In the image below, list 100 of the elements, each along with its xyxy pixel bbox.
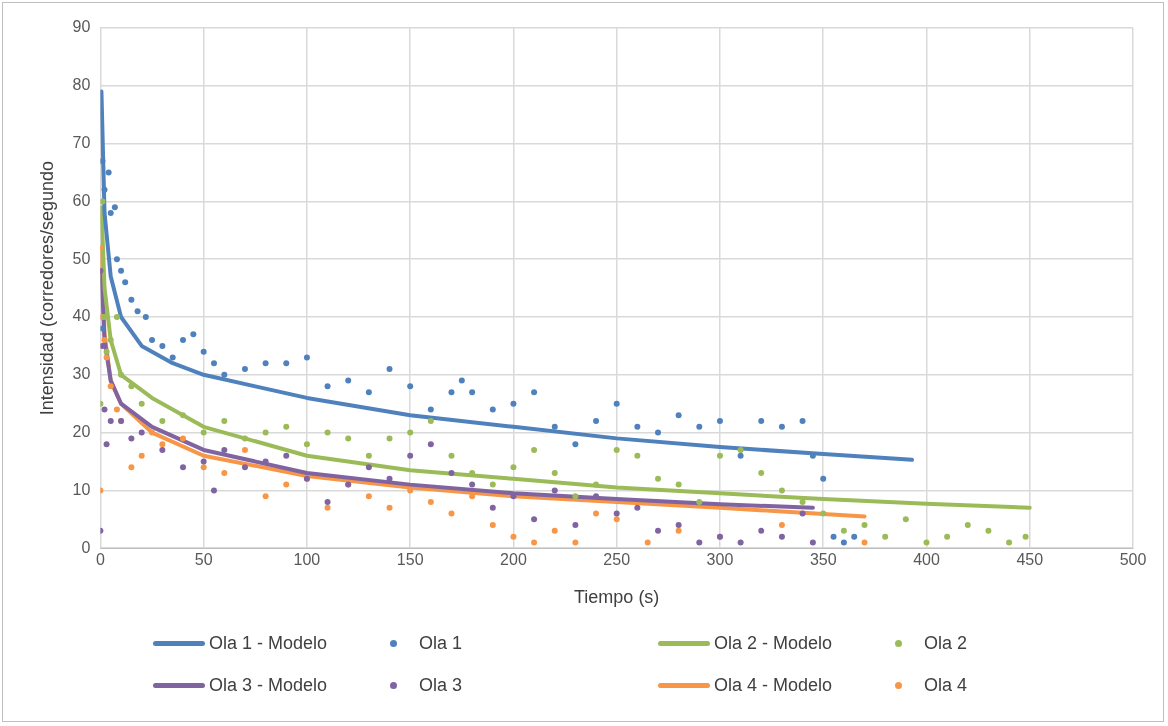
legend-label: Ola 4 - Modelo: [714, 674, 833, 696]
point: [190, 331, 197, 338]
legend-label: Ola 3: [419, 674, 463, 696]
point: [634, 423, 641, 430]
point: [551, 527, 558, 534]
point: [851, 533, 858, 540]
point: [107, 418, 114, 425]
point: [221, 470, 228, 477]
point: [138, 400, 145, 407]
point: [303, 354, 310, 361]
legend-label: Ola 1: [419, 632, 463, 654]
point: [324, 383, 331, 390]
point: [675, 412, 682, 419]
point: [427, 441, 434, 448]
point: [820, 475, 827, 482]
point: [634, 452, 641, 459]
x-axis-title: Tiempo (s): [574, 587, 660, 608]
point: [180, 435, 187, 442]
point: [149, 429, 156, 436]
y-tick-label: 20: [72, 423, 91, 441]
point: [799, 418, 806, 425]
x-tick-label: 500: [1119, 551, 1147, 569]
point: [101, 406, 108, 413]
point: [407, 452, 414, 459]
point: [113, 256, 120, 263]
x-tick-label: 450: [1016, 551, 1044, 569]
point: [531, 539, 538, 546]
point: [138, 429, 145, 436]
x-tick-label: 250: [603, 551, 631, 569]
point: [365, 493, 372, 500]
point: [324, 504, 331, 511]
point: [345, 377, 352, 384]
x-tick-label: 400: [913, 551, 940, 569]
point: [407, 429, 414, 436]
legend-label: Ola 3 - Modelo: [209, 674, 328, 696]
point: [103, 354, 110, 361]
point: [696, 498, 703, 505]
point: [809, 539, 816, 546]
point: [758, 527, 765, 534]
y-tick-label: 50: [72, 249, 91, 267]
point: [283, 481, 290, 488]
point: [105, 169, 112, 176]
point: [324, 429, 331, 436]
point: [840, 527, 847, 534]
point: [221, 446, 228, 453]
point: [655, 429, 661, 436]
point: [113, 406, 120, 413]
point: [159, 446, 166, 453]
point: [128, 464, 135, 471]
point: [964, 522, 971, 529]
point: [737, 539, 744, 546]
point: [572, 539, 579, 546]
point: [122, 279, 129, 286]
point: [159, 342, 166, 349]
point: [985, 527, 992, 534]
point: [448, 470, 455, 477]
x-tick-label: 350: [809, 551, 837, 569]
point: [134, 308, 141, 315]
point: [200, 464, 207, 471]
point: [241, 464, 248, 471]
point: [128, 296, 135, 303]
point: [149, 337, 156, 344]
point: [365, 452, 372, 459]
point: [407, 383, 414, 390]
y-tick-label: 90: [72, 18, 91, 36]
point: [489, 522, 496, 529]
point: [101, 337, 108, 344]
point: [107, 209, 114, 216]
point: [210, 360, 217, 367]
point: [469, 389, 476, 396]
point: [262, 429, 269, 436]
point: [200, 348, 207, 355]
point: [572, 522, 579, 529]
point: [1022, 533, 1029, 540]
point: [100, 157, 106, 164]
point: [118, 371, 125, 378]
point: [283, 360, 290, 367]
point: [758, 418, 765, 425]
point: [448, 510, 455, 517]
x-tick-label: 0: [95, 551, 105, 569]
point: [593, 510, 600, 517]
point: [118, 267, 125, 274]
legend-label: Ola 2: [924, 632, 968, 654]
point: [902, 516, 909, 523]
point: [303, 441, 310, 448]
point: [103, 348, 110, 355]
point: [531, 516, 538, 523]
point: [180, 412, 187, 419]
point: [613, 446, 620, 453]
x-tick-label: 50: [194, 551, 213, 569]
point: [221, 418, 228, 425]
point: [200, 429, 207, 436]
point: [655, 475, 661, 482]
point: [386, 366, 393, 373]
point: [469, 481, 476, 488]
y-tick-label: 10: [72, 480, 91, 498]
point: [778, 522, 785, 529]
point: [944, 533, 951, 540]
point: [799, 510, 806, 517]
point: [386, 504, 393, 511]
